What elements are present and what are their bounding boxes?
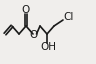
Text: Cl: Cl: [63, 12, 74, 22]
Text: O: O: [22, 5, 30, 15]
Text: OH: OH: [41, 42, 57, 52]
Text: O: O: [29, 30, 38, 39]
